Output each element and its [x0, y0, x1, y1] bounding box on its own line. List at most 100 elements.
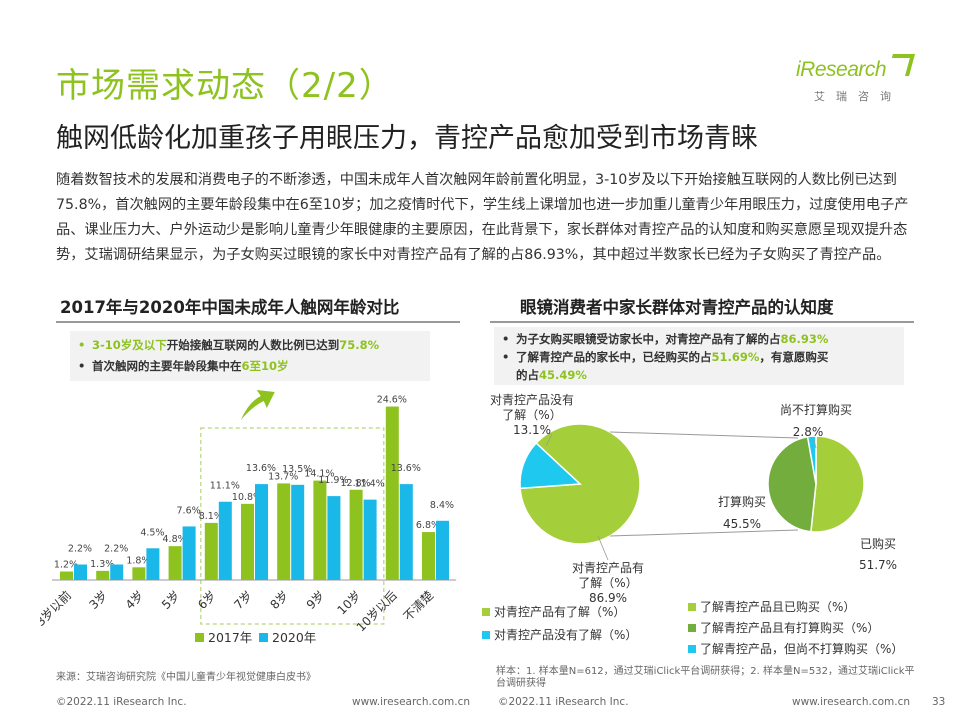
left-chart-title: 2017年与2020年中国未成年人触网年龄对比: [60, 298, 400, 317]
legend-label: 对青控产品没有了解（%）: [494, 627, 637, 642]
legend-swatch: [195, 633, 204, 642]
bar-2017: [277, 483, 291, 580]
bar-2017: [204, 522, 218, 580]
footer-copyright-left: ©2022.11 iResearch Inc.: [56, 696, 187, 708]
bar-value-label: 1.8%: [126, 555, 150, 566]
right-finding-1: • 为子女购买眼镜受访家长中，对青控产品有了解的占86.93%: [502, 331, 828, 347]
bar-value-label: 11.4%: [355, 479, 385, 490]
page-subtitle: 触网低龄化加重孩子用眼压力，青控产品愈加受到市场青睐: [56, 123, 758, 154]
finding-text: 开始接触互联网的人数比例已达到: [166, 338, 340, 352]
iresearch-logo: iResearch 艾瑞咨询: [790, 54, 915, 108]
callout-line: [597, 535, 609, 561]
pie-callout-label: 51.7%: [859, 558, 897, 572]
bar-value-label: 7.6%: [177, 505, 201, 516]
finding-highlight: 51.69%: [711, 350, 760, 364]
callout-line: [545, 433, 553, 447]
age-bar-chart: 1.2% 2.2% 3岁以前 1.3% 2.2% 3岁 1.8% 4.5% 4岁 4.8% 7.6%…: [40, 390, 457, 645]
right-finding-2-cont: 的占45.49%: [516, 367, 587, 383]
pie-callout-label: 尚不打算购买: [780, 402, 852, 417]
pie-callout-label: 对青控产品没有: [490, 392, 574, 407]
bar-2017: [241, 503, 254, 580]
bar-2020: [110, 564, 124, 580]
trend-arrow-icon: [240, 390, 275, 420]
right-key-findings: • 为子女购买眼镜受访家长中，对青控产品有了解的占86.93% • 了解青控产品的家…: [494, 327, 904, 385]
bar-value-label: 4.8%: [163, 534, 187, 545]
finding-text: 为子女购买眼镜受访家长中，对青控产品有了解的占: [516, 332, 781, 346]
finding-text: 了解青控产品的家长中，已经购买的占: [516, 350, 712, 364]
logo-chinese: 艾瑞咨询: [814, 90, 902, 103]
bar-value-label: 10.8%: [232, 492, 262, 503]
left-source-note: 来源：艾瑞咨询研究院《中国儿童青少年视觉健康白皮书》: [56, 672, 316, 683]
bullet-icon: •: [502, 332, 510, 346]
x-tick-label: 9岁: [303, 588, 327, 612]
bar-2020: [399, 484, 413, 580]
right-divider: [490, 321, 914, 323]
pie-callout-label: 打算购买: [718, 494, 766, 509]
legend-swatch: [688, 603, 696, 611]
bar-2017: [132, 567, 146, 580]
legend-label: 了解青控产品且已购买（%）: [700, 599, 855, 614]
bar-value-label: 13.7%: [268, 471, 298, 482]
intro-paragraph: 随着数智技术的发展和消费电子的不断渗透，中国未成年人首次触网年龄前置化明显，3-…: [56, 172, 909, 263]
pie-callout-label: 86.9%: [589, 591, 627, 605]
bar-2020: [146, 548, 160, 580]
bullet-icon: •: [502, 350, 510, 364]
legend-label: 了解青控产品且有打算购买（%）: [700, 620, 879, 635]
right-sample-note: 样本：1. 样本量N=612，通过艾瑞iClick平台调研获得；2. 样本量N=…: [496, 666, 915, 689]
x-tick-label: 8岁: [267, 588, 291, 612]
footer-copyright-right: ©2022.11 iResearch Inc.: [498, 696, 629, 708]
finding-highlight: 45.49%: [539, 368, 587, 382]
legend-swatch: [482, 608, 490, 616]
bar-2017: [313, 480, 327, 580]
highlight-box: [200, 427, 385, 625]
legend-swatch: [688, 624, 696, 632]
x-tick-label: 10岁: [334, 588, 364, 618]
bar-value-label: 11.1%: [210, 481, 240, 492]
bar-value-label: 24.6%: [377, 395, 407, 406]
finding-text: 首次触网的主要年龄段集中在: [92, 359, 242, 373]
bar-2020: [327, 496, 341, 580]
footer-url-left[interactable]: www.iresearch.com.cn: [352, 696, 471, 708]
finding-highlight: 86.93%: [780, 332, 829, 346]
connector-line: [609, 529, 799, 537]
bullet-icon: •: [78, 338, 86, 352]
x-tick-label: 4岁: [122, 588, 146, 612]
pie-callout-label: 2.8%: [793, 425, 824, 439]
bar-value-label: 14.1%: [304, 469, 334, 480]
left-finding-1: • 3-10岁及以下开始接触互联网的人数比例已达到75.8%: [78, 337, 379, 353]
bar-value-label: 8.1%: [199, 511, 223, 522]
bar-value-label: 2.2%: [68, 543, 92, 554]
bar-2020: [291, 484, 305, 580]
footer-url-right[interactable]: www.iresearch.com.cn: [792, 696, 911, 708]
x-tick-label: 3岁: [86, 588, 110, 612]
bar-value-label: 6.8%: [416, 520, 440, 531]
pie-callout-label: 45.5%: [723, 517, 761, 531]
bar-value-label: 13.6%: [246, 463, 276, 474]
bar-2017: [168, 546, 182, 580]
bar-value-label: 1.2%: [54, 560, 78, 571]
legend-label: 对青控产品有了解（%）: [494, 605, 625, 619]
legend-swatch: [688, 645, 696, 653]
left-divider: [56, 321, 460, 323]
bar-2017: [422, 532, 435, 580]
pie-callout-label: 已购买: [860, 536, 896, 551]
legend-label: 2017年: [208, 630, 252, 645]
finding-highlight: 6至10岁: [241, 359, 289, 373]
bar-2020: [363, 499, 377, 580]
x-tick-label: 7岁: [231, 588, 255, 612]
finding-text: 的占: [516, 368, 539, 382]
bar-2020: [218, 501, 232, 580]
bar-value-label: 2.2%: [104, 543, 128, 554]
awareness-pie-charts: 对青控产品没有了解（%）13.1%对青控产品有了解（%）86.9%尚不打算购买2…: [482, 392, 903, 656]
bar-2020: [74, 564, 87, 580]
pie-slice: [806, 435, 817, 485]
left-finding-2: • 首次触网的主要年龄段集中在6至10岁: [78, 358, 289, 374]
legend-swatch: [482, 631, 490, 639]
pie-callout-label: 了解（%）: [502, 408, 561, 422]
bar-chart-plot: 1.2% 2.2% 3岁以前 1.3% 2.2% 3岁 1.8% 4.5% 4岁 4.8% 7.6%…: [40, 390, 457, 645]
pie-callout-label: 13.1%: [513, 423, 551, 437]
callout-line: [813, 439, 817, 449]
finding-highlight: 75.8%: [339, 338, 380, 352]
bar-value-label: 13.6%: [391, 463, 421, 474]
bullet-icon: •: [78, 359, 86, 373]
